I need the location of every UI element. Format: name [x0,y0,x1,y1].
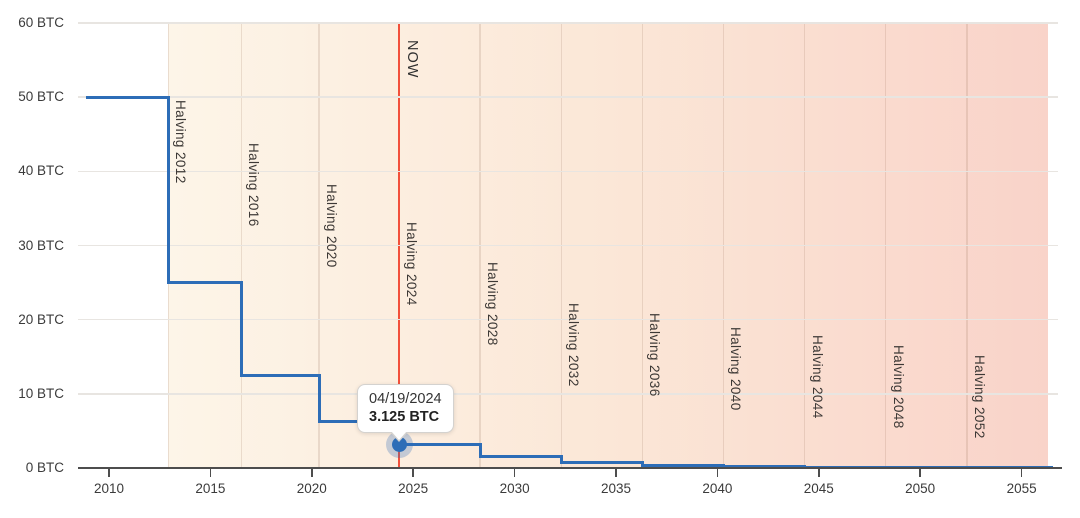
y-axis-tick-label: 40 BTC [18,163,64,179]
reward-step-segment [480,454,562,458]
tooltip: 04/19/2024 3.125 BTC [357,384,454,442]
halving-label: Halving 2012 [173,100,189,184]
y-axis-tick-label: 50 BTC [18,89,64,105]
x-axis-tick-label: 2055 [1006,481,1037,496]
y-axis-tick-label: 0 BTC [25,460,64,475]
reward-drop-segment [166,95,170,285]
halving-label: Halving 2032 [566,303,582,387]
reward-drop-segment [239,281,243,377]
gridline [78,393,1058,395]
x-axis-tick-label: 2030 [499,481,530,496]
gridline [78,318,1058,321]
halving-label: Halving 2044 [809,335,825,419]
x-axis-tick [615,469,617,477]
reward-step-segment [168,281,242,285]
y-axis-tick-label: 10 BTC [18,385,64,401]
y-axis-tick-label: 60 BTC [18,15,64,30]
halving-label: Halving 2020 [324,184,340,268]
x-axis-tick [412,469,414,477]
reward-step-segment [723,465,805,469]
reward-step-segment [241,373,320,377]
halving-label: Halving 2052 [971,355,987,439]
x-axis-tick-label: 2015 [195,481,226,496]
x-axis-tick [311,469,313,477]
x-axis-tick [818,469,820,477]
halving-label: Halving 2048 [890,345,906,429]
x-axis-tick [209,469,212,477]
x-axis-tick-label: 2020 [296,481,327,496]
x-axis-tick [108,469,110,477]
tooltip-value: 3.125 BTC [369,409,440,425]
gridline [78,96,1058,98]
reward-step-segment [399,443,481,447]
now-label: NOW [404,40,420,79]
x-axis-tick-label: 2045 [803,481,834,496]
reward-step-segment [642,463,724,467]
reward-drop-segment [559,454,563,464]
gridline [78,22,1058,24]
x-axis-tick [1020,469,1023,477]
y-axis-tick-label: 30 BTC [18,237,64,253]
x-axis-tick-label: 2025 [398,481,429,496]
x-axis-line [78,467,1062,469]
x-axis-tick [716,469,719,477]
gridline [78,244,1058,247]
tooltip-date: 04/19/2024 [369,391,442,407]
halving-label: Halving 2040 [728,327,744,411]
x-axis-tick-label: 2050 [905,481,936,496]
x-axis-tick-label: 2040 [702,481,733,496]
y-axis-tick-label: 20 BTC [18,311,64,327]
reward-drop-segment [478,443,482,458]
x-axis-tick-label: 2010 [93,481,125,496]
reward-drop-segment [317,373,321,424]
halving-label: Halving 2036 [647,313,663,397]
gridline [78,170,1058,173]
halving-label: Halving 2028 [485,262,501,346]
halving-label: Halving 2016 [246,143,262,227]
reward-step-segment [85,95,169,99]
x-axis-tick [919,469,921,477]
halving-label: Halving 2024 [404,222,419,306]
x-axis-tick [513,469,516,477]
x-axis-tick-label: 2035 [600,481,632,496]
tooltip-pointer-icon [391,431,407,440]
reward-step-segment [561,460,643,464]
